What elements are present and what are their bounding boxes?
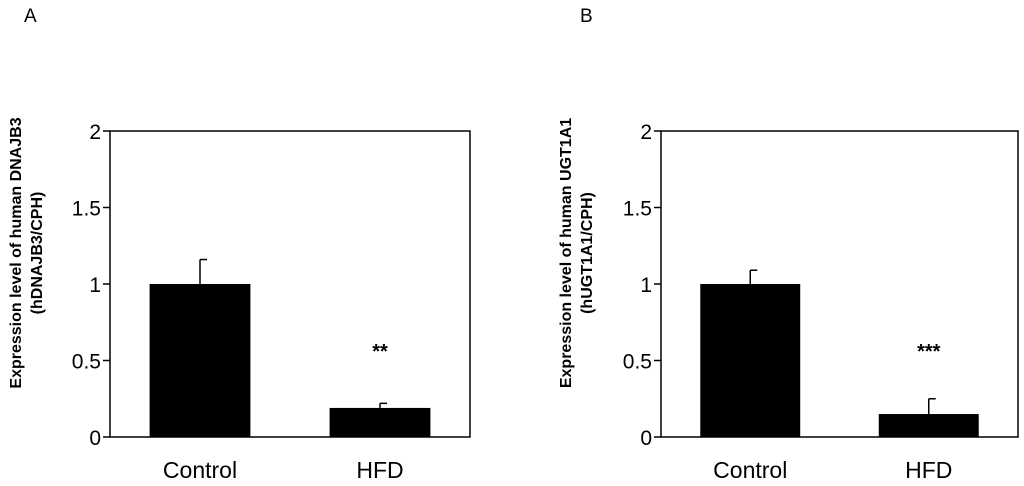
panel-b-category-label: Control xyxy=(713,457,787,483)
panel-b-ytick-label: 1.5 xyxy=(623,198,652,221)
panel-a-bar-hfd xyxy=(329,407,431,437)
panel-b-ytick-label: 2 xyxy=(640,121,652,144)
panel-a-ytick-label: 2 xyxy=(89,121,101,144)
panel-a-plot: 0 0.5 1 1.5 2 Control HFD ** xyxy=(72,121,471,483)
panel-a-letter: A xyxy=(24,6,37,27)
panel-b-category-label: HFD xyxy=(905,457,952,483)
panel-b-ylabel-line1: Expression level of human UGT1A1 xyxy=(558,118,575,388)
panel-a-ylabel-line1: Expression level of human DNAJB3 xyxy=(8,117,25,388)
panel-b-significance-mark: *** xyxy=(917,341,941,363)
panel-a: A Expression level of human DNAJB3 (hDNA… xyxy=(8,6,471,483)
panel-a-ylabel-line2: (hDNAJB3/CPH) xyxy=(29,192,46,315)
panel-a-significance-mark: ** xyxy=(372,341,388,363)
panel-a-ytick-label: 0 xyxy=(89,427,101,450)
panel-b-ytick-label: 0 xyxy=(640,427,652,450)
panel-b-letter: B xyxy=(580,6,593,27)
panel-a-category-label: Control xyxy=(163,457,237,483)
panel-a-ytick-label: 0.5 xyxy=(72,351,101,374)
panel-a-ytick-label: 1.5 xyxy=(72,198,101,221)
panel-a-bar-control xyxy=(149,284,251,437)
panel-b-ytick-label: 0.5 xyxy=(623,351,652,374)
panel-b-plot: 0 0.5 1 1.5 2 Control HFD *** xyxy=(623,121,1019,483)
panel-b-ylabel-line2: (hUGT1A1/CPH) xyxy=(579,192,596,314)
panel-b-bar-control xyxy=(700,284,801,437)
panel-a-category-label: HFD xyxy=(356,457,403,483)
panel-a-ytick-label: 1 xyxy=(89,274,101,297)
panel-b: B Expression level of human UGT1A1 (hUGT… xyxy=(558,6,1019,483)
panel-b-bar-hfd xyxy=(878,414,979,437)
panel-b-ytick-label: 1 xyxy=(640,274,652,297)
